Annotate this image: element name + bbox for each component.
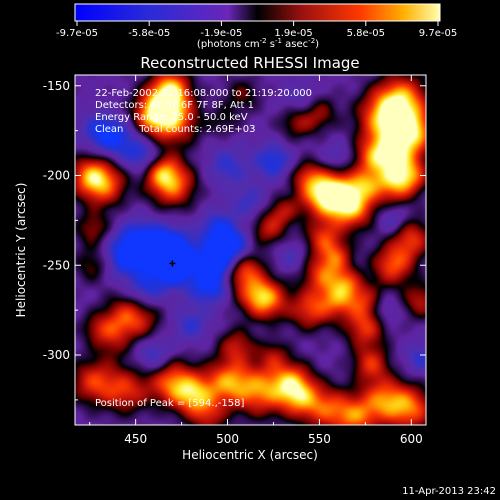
colorbar-tick-label: 9.7e-05: [419, 28, 457, 39]
annotation-detectors: Detectors: 4F 5F 6F 7F 8F, Att 1: [95, 100, 254, 111]
plot-area: 450 500 550 600 -150 -200 -250 -300 22-Feb-2002…: [43, 74, 427, 446]
x-tick-label: 550: [308, 432, 331, 446]
colorbar-tick-label: -5.8e-05: [128, 28, 170, 39]
marker-icon: [169, 260, 176, 267]
colorbar-tick-label: -9.7e-05: [56, 28, 98, 39]
x-tick-label: 450: [124, 432, 147, 446]
annotation-energy: Energy Range: 25.0 - 50.0 keV: [95, 112, 248, 123]
colorbar: -9.7e-05 -5.8e-05 -1.9e-05 1.9e-05 5.8e-05 9.…: [56, 3, 457, 50]
annotation-counts: Clean Total counts: 2.69E+03: [95, 124, 255, 135]
chart-title: Reconstructed RHESSI Image: [140, 54, 359, 72]
annotation-time: 22-Feb-2002 21:16:08.000 to 21:19:20.000: [95, 88, 312, 99]
colorbar-tick-label: -1.9e-05: [200, 28, 242, 39]
y-tick-label: -250: [43, 258, 70, 272]
info-annotations: 22-Feb-2002 21:16:08.000 to 21:19:20.000…: [95, 88, 312, 135]
y-axis-label: Heliocentric Y (arcsec): [14, 183, 28, 318]
y-tick-label: -200: [43, 169, 70, 183]
y-tick-label: -150: [43, 79, 70, 93]
colorbar-gradient: [75, 4, 440, 21]
x-tick-label: 600: [400, 432, 423, 446]
colorbar-frame: [74, 3, 441, 22]
colorbar-tick-label: 5.8e-05: [347, 28, 385, 39]
x-tick-label: 500: [216, 432, 239, 446]
y-tick-label: -300: [43, 348, 70, 362]
axis-ticks: 450 500 550 600 -150 -200 -250 -300: [43, 75, 426, 446]
heatmap-image: [75, 75, 426, 425]
plot-frame: [74, 74, 427, 426]
footer-timestamp: 11-Apr-2013 23:42: [402, 486, 496, 497]
x-axis-label: Heliocentric X (arcsec): [182, 448, 318, 462]
colorbar-tick-label: 1.9e-05: [274, 28, 312, 39]
colorbar-unit-label: (photons cm-2 s-1 asec-2): [197, 37, 319, 50]
colorbar-ticks: -9.7e-05 -5.8e-05 -1.9e-05 1.9e-05 5.8e-05 9.…: [56, 21, 457, 39]
peak-position-label: Position of Peak = [594.,-158]: [95, 398, 244, 409]
